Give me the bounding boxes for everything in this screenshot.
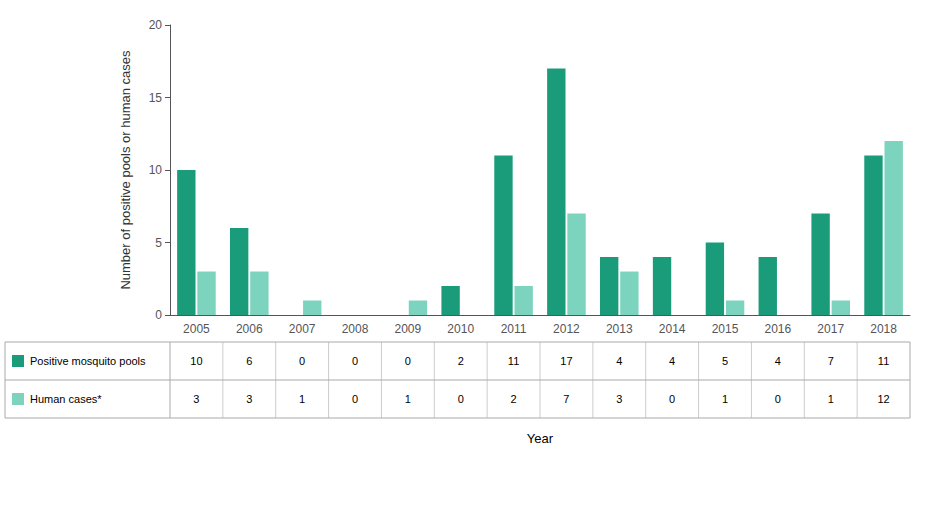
svg-text:2016: 2016 (765, 322, 792, 336)
svg-text:Human cases*: Human cases* (30, 393, 102, 405)
svg-text:2014: 2014 (659, 322, 686, 336)
svg-text:2015: 2015 (712, 322, 739, 336)
svg-text:5: 5 (722, 355, 728, 367)
svg-text:2017: 2017 (817, 322, 844, 336)
svg-text:3: 3 (616, 393, 622, 405)
svg-text:4: 4 (775, 355, 781, 367)
svg-text:10: 10 (190, 355, 202, 367)
svg-text:Number of positive pools or hu: Number of positive pools or human cases (118, 50, 133, 290)
svg-text:7: 7 (828, 355, 834, 367)
svg-text:0: 0 (352, 355, 358, 367)
svg-text:Positive mosquito pools: Positive mosquito pools (30, 355, 146, 367)
svg-text:6: 6 (246, 355, 252, 367)
svg-text:2018: 2018 (870, 322, 897, 336)
svg-text:4: 4 (616, 355, 622, 367)
svg-text:0: 0 (775, 393, 781, 405)
svg-text:2010: 2010 (447, 322, 474, 336)
svg-text:5: 5 (155, 236, 162, 250)
svg-text:0: 0 (458, 393, 464, 405)
svg-text:7: 7 (563, 393, 569, 405)
svg-text:2006: 2006 (236, 322, 263, 336)
svg-text:2007: 2007 (289, 322, 316, 336)
svg-text:2: 2 (458, 355, 464, 367)
svg-text:1: 1 (405, 393, 411, 405)
svg-text:3: 3 (193, 393, 199, 405)
svg-text:12: 12 (877, 393, 889, 405)
svg-text:2008: 2008 (342, 322, 369, 336)
svg-text:Year: Year (527, 431, 554, 446)
svg-text:2005: 2005 (183, 322, 210, 336)
svg-text:0: 0 (299, 355, 305, 367)
svg-text:1: 1 (722, 393, 728, 405)
svg-text:10: 10 (149, 163, 163, 177)
svg-text:11: 11 (878, 355, 889, 367)
svg-text:2012: 2012 (553, 322, 580, 336)
svg-text:2: 2 (511, 393, 517, 405)
svg-text:20: 20 (149, 18, 163, 32)
svg-text:4: 4 (669, 355, 675, 367)
svg-text:0: 0 (405, 355, 411, 367)
svg-text:1: 1 (828, 393, 834, 405)
svg-text:0: 0 (669, 393, 675, 405)
svg-text:11: 11 (508, 355, 519, 367)
svg-text:2011: 2011 (501, 322, 527, 336)
svg-text:3: 3 (246, 393, 252, 405)
svg-text:15: 15 (149, 91, 163, 105)
svg-text:2013: 2013 (606, 322, 633, 336)
svg-text:1: 1 (299, 393, 305, 405)
svg-text:0: 0 (352, 393, 358, 405)
svg-text:0: 0 (155, 308, 162, 322)
svg-text:2009: 2009 (395, 322, 422, 336)
svg-text:17: 17 (560, 355, 572, 367)
